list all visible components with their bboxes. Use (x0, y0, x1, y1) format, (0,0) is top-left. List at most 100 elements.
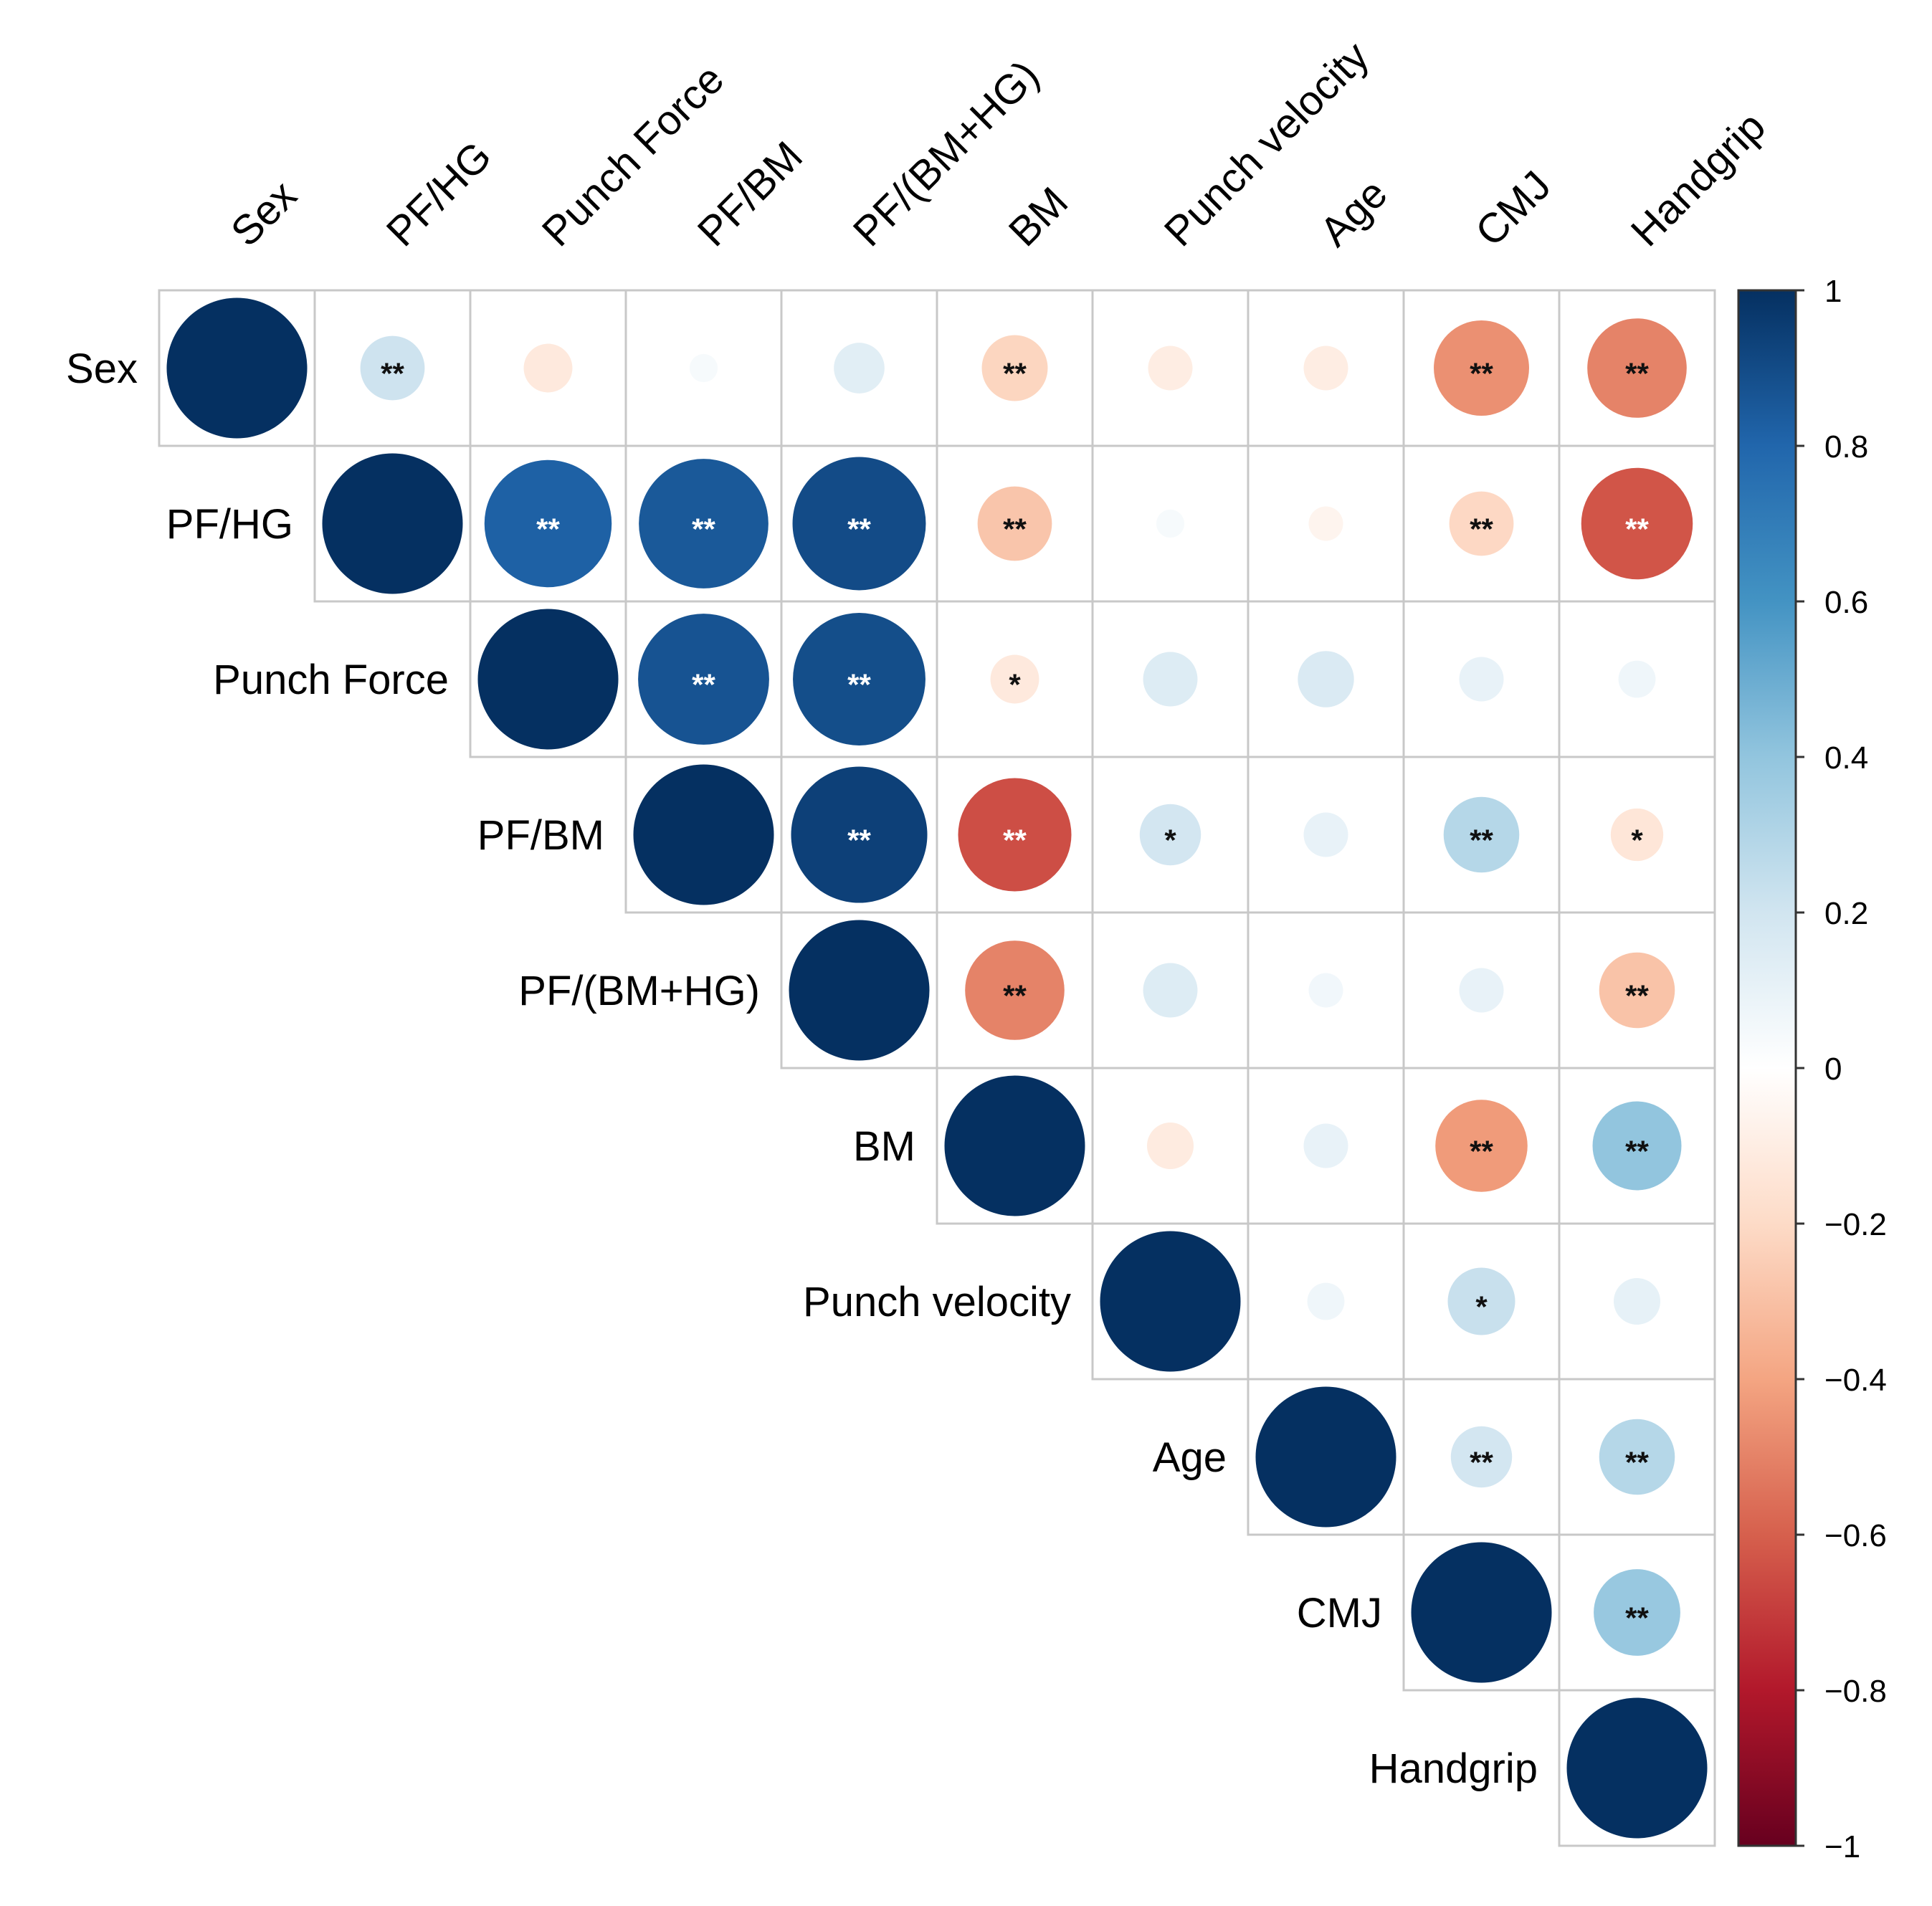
corr-circle-4-9: PF/(BM+HG) / Handgrip: -0.29 (1599, 952, 1675, 1029)
corr-circle-0-3: Sex / PF/BM: 0.04 (689, 353, 718, 383)
corr-circle-7-7: Age / Age: 1 (1255, 1386, 1396, 1528)
colorbar-tick-label: 0 (1824, 1052, 1842, 1087)
corr-circle-1-5: PF/HG / BM: -0.28 (977, 486, 1052, 561)
corr-circle-3-9: PF/BM / Handgrip: -0.14 (1610, 808, 1664, 862)
column-label: BM (1000, 178, 1077, 255)
significance-star: ** (1470, 512, 1493, 545)
colorbar-tick-label: 0.8 (1824, 429, 1868, 464)
significance-star: ** (692, 667, 715, 701)
row-label: Handgrip (1369, 1745, 1538, 1792)
colorbar-gradient (1737, 289, 1797, 1847)
colorbar-tick-label: −0.4 (1824, 1363, 1887, 1398)
corr-circle-7-8: Age / CMJ: 0.19 (1450, 1426, 1513, 1488)
colorbar-tick-label: −1 (1824, 1829, 1860, 1864)
column-label: PF/BM (689, 133, 812, 255)
corr-circle-2-9: Punch Force / Handgrip: 0.07 (1618, 660, 1656, 698)
corr-circle-3-4: PF/BM / PF/(BM+HG): 0.94 (791, 766, 928, 903)
corr-circle-7-9: Age / Handgrip: 0.29 (1599, 1419, 1675, 1495)
significance-star: ** (1625, 1601, 1649, 1634)
corr-circle-0-8: Sex / CMJ: -0.46 (1434, 320, 1529, 416)
corr-circle-5-7: BM / Age: 0.1 (1303, 1123, 1348, 1168)
colorbar-tick-label: −0.8 (1824, 1674, 1887, 1709)
row-label: CMJ (1297, 1590, 1382, 1636)
column-label: CMJ (1467, 162, 1560, 255)
corr-circle-1-9: PF/HG / Handgrip: -0.63 (1581, 467, 1693, 580)
corr-circle-2-5: Punch Force / BM: -0.12 (990, 654, 1039, 704)
corr-circle-3-3: PF/BM / PF/BM: 1 (633, 764, 774, 905)
corr-circle-1-8: PF/HG / CMJ: -0.21 (1449, 491, 1514, 556)
corr-circle-8-9: CMJ / Handgrip: 0.38 (1594, 1569, 1680, 1656)
row-label: PF/(BM+HG) (518, 968, 760, 1014)
corr-circle-1-1: PF/HG / PF/HG: 1 (322, 453, 463, 594)
corr-circle-1-3: PF/HG / PF/BM: 0.85 (639, 459, 768, 589)
corr-circle-2-3: Punch Force / PF/BM: 0.87 (638, 614, 769, 745)
corr-circle-4-8: PF/(BM+HG) / CMJ: 0.1 (1459, 968, 1504, 1013)
significance-star: ** (1470, 356, 1493, 390)
column-label: PF/HG (378, 133, 500, 255)
significance-star: ** (381, 356, 404, 390)
grid-cell (1247, 289, 1405, 447)
corr-circle-3-6: PF/BM / Punch velocity: 0.19 (1139, 804, 1201, 866)
significance-star: ** (1003, 356, 1027, 390)
significance-star: * (1164, 823, 1176, 857)
significance-star: * (1009, 667, 1021, 701)
row-label: BM (853, 1123, 915, 1170)
corr-circle-2-2: Punch Force / Punch Force: 1 (477, 609, 619, 750)
corr-circle-3-7: PF/BM / Age: 0.1 (1303, 812, 1348, 857)
corr-circle-3-5: PF/BM / BM: -0.65 (958, 778, 1072, 892)
corr-circle-4-7: PF/(BM+HG) / Age: 0.06 (1308, 973, 1343, 1008)
corr-circle-0-9: Sex / Handgrip: -0.5 (1587, 318, 1687, 418)
colorbar-tick-label: −0.2 (1824, 1207, 1887, 1242)
corr-circle-5-9: BM / Handgrip: 0.4 (1592, 1101, 1682, 1191)
corr-circle-0-6: Sex / Punch velocity: -0.1 (1148, 346, 1193, 391)
significance-star: ** (1625, 1134, 1649, 1168)
significance-star: ** (847, 823, 871, 857)
row-labels: Sex PF/HG Punch Force PF/BM PF/(BM+HG) BM Punc… (66, 346, 1538, 1792)
corr-circle-0-7: Sex / Age: -0.1 (1303, 346, 1348, 391)
significance-star: ** (847, 512, 871, 545)
colorbar-tick-label: 0.6 (1824, 585, 1868, 620)
row-label: Punch velocity (803, 1279, 1071, 1325)
row-label: Age (1153, 1434, 1227, 1481)
corr-circle-0-2: Sex / Punch Force: -0.12 (523, 343, 573, 393)
column-label: Sex (222, 172, 306, 256)
significance-star: ** (536, 512, 560, 545)
corr-circle-1-7: PF/HG / Age: -0.06 (1308, 506, 1343, 541)
corr-circle-4-6: PF/(BM+HG) / Punch velocity: 0.15 (1143, 963, 1198, 1018)
significance-star: ** (1625, 512, 1649, 545)
significance-star: ** (1003, 823, 1027, 857)
corr-circle-0-0: Sex / Sex: 1 (166, 297, 308, 439)
row-label: PF/HG (166, 501, 293, 548)
corr-circle-2-6: Punch Force / Punch velocity: 0.15 (1143, 652, 1198, 707)
significance-star: ** (1470, 1134, 1493, 1168)
significance-star: ** (1470, 823, 1493, 857)
corr-circle-0-4: Sex / PF/(BM+HG): 0.13 (834, 343, 885, 394)
corr-circle-4-4: PF/(BM+HG) / PF/(BM+HG): 1 (789, 920, 930, 1061)
corr-circle-1-2: PF/HG / Punch Force: 0.82 (484, 459, 612, 588)
corr-circle-0-1: Sex / PF/HG: 0.21 (360, 335, 425, 401)
grid-cell (1402, 911, 1561, 1069)
corr-circle-2-8: Punch Force / CMJ: 0.1 (1459, 657, 1504, 702)
row-label: Sex (66, 346, 138, 392)
corr-circle-6-8: Punch velocity / CMJ: 0.23 (1447, 1267, 1515, 1335)
colorbar: 1 0.8 0.6 0.4 0.2 0 −0.2 −0.4 −0.6 −0.8 −1 (1737, 274, 1887, 1864)
row-label: Punch Force (213, 657, 449, 703)
column-label: Handgrip (1622, 103, 1774, 255)
corr-circle-6-7: Punch velocity / Age: 0.07 (1307, 1282, 1345, 1320)
significance-star: ** (1003, 512, 1027, 545)
corr-circle-5-6: BM / Punch velocity: -0.11 (1146, 1122, 1194, 1170)
colorbar-tick-label: 0.2 (1824, 896, 1868, 931)
corr-circle-0-5: Sex / BM: -0.22 (981, 335, 1048, 401)
significance-star: ** (1625, 1445, 1649, 1479)
corr-circle-3-8: PF/BM / CMJ: 0.29 (1443, 796, 1520, 873)
corr-circle-5-5: BM / BM: 1 (944, 1075, 1085, 1216)
corr-circle-8-8: CMJ / CMJ: 1 (1411, 1542, 1552, 1683)
column-label: Age (1311, 170, 1396, 255)
colorbar-tick-label: 1 (1824, 274, 1842, 309)
corr-circle-1-6: PF/HG / Punch velocity: 0.04 (1156, 509, 1185, 538)
corr-circle-6-9: Punch velocity / Handgrip: 0.11 (1613, 1277, 1661, 1325)
significance-star: ** (692, 512, 715, 545)
circle-layer: Sex / Sex: 1Sex / PF/HG: 0.21**Sex / Pun… (166, 297, 1708, 1839)
